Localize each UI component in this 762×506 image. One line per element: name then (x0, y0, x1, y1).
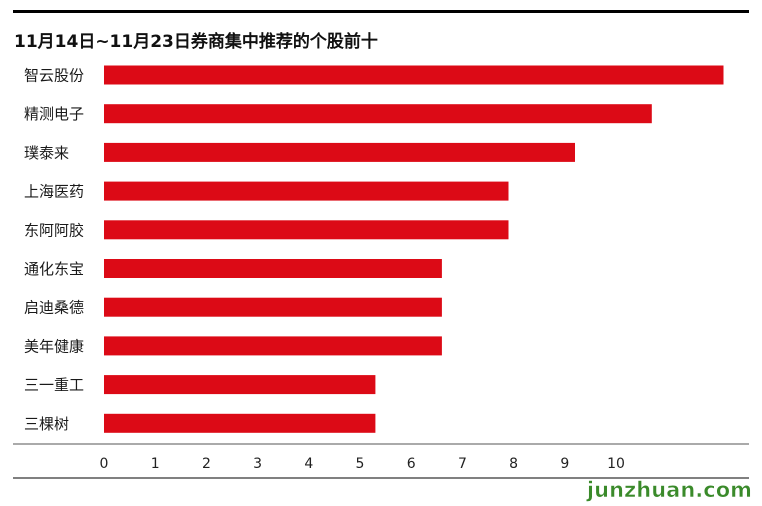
x-tick-3: 3 (253, 456, 262, 472)
bar-8 (104, 375, 376, 395)
watermark: junzhuan.com (586, 478, 752, 502)
x-tick-1: 1 (151, 456, 160, 472)
category-label-7: 美年健康 (24, 337, 84, 355)
category-label-1: 精测电子 (24, 105, 84, 123)
category-label-9: 三棵树 (24, 415, 69, 433)
category-label-4: 东阿阿胶 (24, 221, 84, 239)
x-tick-7: 7 (458, 456, 467, 472)
chart-title: 11月14日~11月23日券商集中推荐的个股前十 (14, 31, 378, 52)
bar-2 (104, 142, 575, 162)
bars-group (104, 65, 724, 433)
bar-7 (104, 336, 442, 356)
bar-5 (104, 259, 442, 278)
bar-0 (104, 65, 724, 85)
x-tick-2: 2 (202, 456, 211, 472)
x-tick-0: 0 (100, 456, 109, 472)
top-rule (13, 10, 749, 13)
bar-1 (104, 104, 652, 124)
category-label-0: 智云股份 (24, 67, 84, 85)
x-tick-9: 9 (560, 456, 569, 472)
bar-6 (104, 297, 442, 317)
bar-9 (104, 413, 376, 433)
bar-3 (104, 181, 509, 201)
category-label-3: 上海医药 (24, 183, 84, 201)
x-tick-6: 6 (407, 456, 416, 472)
x-tick-8: 8 (509, 456, 518, 472)
category-label-5: 通化东宝 (24, 260, 84, 278)
x-tick-10: 10 (607, 456, 625, 472)
category-label-8: 三一重工 (24, 376, 84, 394)
x-tick-labels: 0 1 2 3 4 5 6 7 8 9 10 (100, 456, 625, 472)
x-tick-4: 4 (304, 456, 313, 472)
bar-4 (104, 220, 509, 240)
category-label-2: 璞泰来 (24, 144, 69, 162)
x-tick-5: 5 (356, 456, 365, 472)
category-label-6: 启迪桑德 (24, 299, 84, 317)
